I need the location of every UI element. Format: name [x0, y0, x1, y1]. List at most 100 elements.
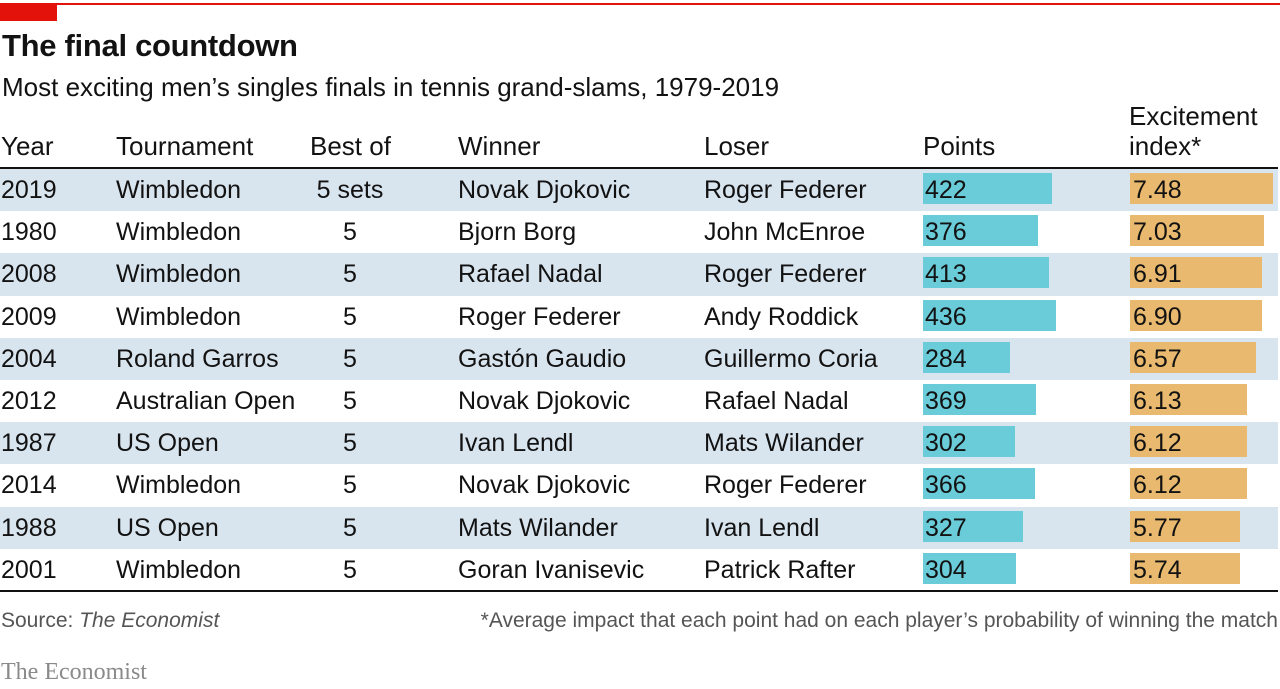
points-bar: [923, 426, 1016, 458]
cell-best-of: 5: [343, 471, 357, 500]
header-year: Year: [1, 131, 54, 161]
points-bar: [923, 215, 1038, 247]
cell-best-of: 5 sets: [316, 176, 384, 204]
source-note: Source: The Economist: [1, 609, 219, 633]
points-label: 302: [925, 429, 967, 458]
points-label: 304: [925, 555, 967, 584]
cell-tournament: Wimbledon: [116, 260, 242, 289]
cell-year: 2014: [1, 471, 57, 500]
points-label: 366: [925, 471, 967, 500]
table-row: 2014 Wimbledon 5 Novak Djokovic Roger Federe…: [0, 464, 1278, 506]
cell-tournament: Wimbledon: [116, 471, 242, 500]
table-row: 1987 US Open 5 Ivan Lendl Mats Wilander 302 6.…: [0, 422, 1278, 465]
index-bar: [1130, 215, 1265, 247]
cell-loser: Mats Wilander: [704, 429, 864, 458]
header-loser: Loser: [704, 131, 770, 161]
index-label: 7.03: [1133, 218, 1182, 247]
index-label: 6.12: [1133, 429, 1182, 458]
index-label: 6.90: [1133, 302, 1182, 331]
cell-year: 2009: [1, 302, 57, 331]
table-row: 2001 Wimbledon 5 Goran Ivanisevic Patrick Ra…: [0, 549, 1278, 591]
points-label: 422: [925, 176, 967, 204]
top-rule: [0, 3, 1280, 5]
cell-loser: John McEnroe: [704, 218, 866, 247]
index-label: 5.77: [1133, 513, 1182, 542]
header-index-line1: Excitement: [1129, 101, 1258, 131]
cell-year: 2019: [1, 176, 57, 204]
cell-loser: Andy Roddick: [704, 302, 859, 331]
index-bar: [1130, 173, 1273, 204]
index-label: 6.12: [1133, 471, 1182, 500]
cell-loser: Ivan Lendl: [704, 513, 820, 542]
index-bar: [1130, 426, 1247, 458]
cell-year: 1980: [1, 218, 57, 247]
index-label: 6.57: [1133, 344, 1182, 373]
cell-best-of: 5: [343, 555, 357, 584]
header-best-of: Best of: [310, 131, 391, 161]
accent-bar: [0, 3, 57, 21]
cell-year: 2001: [1, 555, 57, 584]
footnote: *Average impact that each point had on e…: [480, 609, 1278, 632]
index-label: 6.13: [1133, 387, 1182, 415]
index-bar: [1130, 299, 1262, 331]
points-label: 327: [925, 513, 967, 542]
cell-loser: Roger Federer: [704, 260, 867, 289]
points-label: 436: [925, 302, 967, 331]
cell-tournament: Wimbledon: [116, 302, 242, 331]
table-row: 1980 Wimbledon 5 Bjorn Borg John McEnroe 376 7…: [0, 211, 1278, 253]
index-bar: [1130, 552, 1240, 584]
cell-tournament: Wimbledon: [116, 218, 242, 247]
cell-best-of: 5: [343, 429, 357, 458]
table-row: 1988 US Open 5 Mats Wilander Ivan Lendl 327 5.…: [0, 506, 1278, 549]
cell-winner: Ivan Lendl: [458, 429, 574, 458]
cell-year: 2008: [1, 260, 57, 289]
index-bar: [1130, 257, 1263, 289]
cell-winner: Roger Federer: [458, 302, 621, 331]
chart-title: The final countdown: [2, 28, 298, 63]
points-label: 369: [925, 387, 967, 415]
points-bar: [923, 468, 1035, 500]
cell-winner: Novak Djokovic: [458, 387, 631, 415]
index-bar: [1130, 341, 1256, 373]
cell-best-of: 5: [343, 513, 357, 542]
cell-loser: Roger Federer: [704, 471, 867, 500]
cell-winner: Rafael Nadal: [458, 260, 603, 289]
points-bar: [923, 341, 1010, 373]
cell-winner: Gastón Gaudio: [458, 344, 627, 373]
table-row: 2004 Roland Garros 5 Gastón Gaudio Guillermo…: [0, 337, 1278, 380]
source-name: The Economist: [79, 609, 220, 632]
cell-winner: Bjorn Borg: [458, 218, 577, 247]
cell-best-of: 5: [343, 344, 357, 373]
header-index-line2: index*: [1129, 131, 1202, 161]
cell-year: 1987: [1, 429, 57, 458]
cell-winner: Novak Djokovic: [458, 471, 631, 500]
cell-best-of: 5: [343, 387, 357, 415]
header-tournament: Tournament: [116, 131, 254, 161]
table-row: 2019 Wimbledon 5 sets Novak Djokovic Roger F…: [0, 169, 1278, 212]
chart-subtitle: Most exciting men’s singles finals in te…: [2, 72, 780, 102]
cell-tournament: US Open: [116, 513, 219, 542]
points-bar: [923, 384, 1036, 415]
points-bar: [923, 510, 1023, 542]
index-bar: [1130, 510, 1241, 542]
cell-winner: Mats Wilander: [458, 513, 618, 542]
cell-best-of: 5: [343, 302, 357, 331]
points-bar: [923, 552, 1016, 584]
cell-loser: Patrick Rafter: [704, 555, 856, 584]
cell-loser: Guillermo Coria: [704, 344, 878, 373]
index-label: 5.74: [1133, 555, 1182, 584]
index-bar: [1130, 468, 1247, 500]
table-row: 2008 Wimbledon 5 Rafael Nadal Roger Federer 4…: [0, 253, 1278, 296]
cell-tournament: Wimbledon: [116, 176, 242, 204]
table-row: 2009 Wimbledon 5 Roger Federer Andy Roddick 4…: [0, 296, 1278, 338]
points-label: 376: [925, 218, 967, 247]
points-bar: [923, 173, 1052, 204]
brand-logo: The Economist: [1, 659, 147, 685]
cell-loser: Rafael Nadal: [704, 387, 849, 415]
cell-loser: Roger Federer: [704, 176, 867, 204]
header-rule: [0, 167, 1278, 169]
points-bar: [923, 257, 1049, 289]
cell-year: 2012: [1, 387, 57, 415]
cell-winner: Novak Djokovic: [458, 176, 631, 204]
index-label: 6.91: [1133, 260, 1182, 289]
